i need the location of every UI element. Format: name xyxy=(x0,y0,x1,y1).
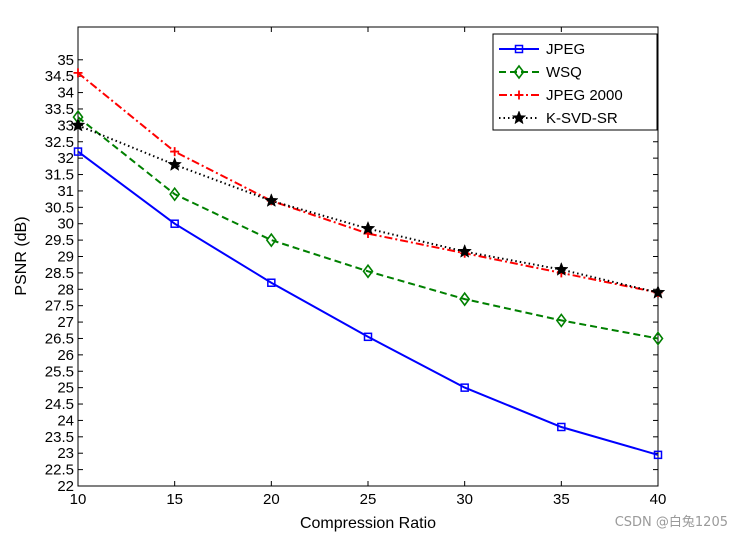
data-point-marker xyxy=(70,117,86,132)
y-tick-label: 28.5 xyxy=(45,265,74,282)
series-line-1 xyxy=(77,116,659,340)
x-tick-label: 10 xyxy=(70,491,87,508)
data-point-marker xyxy=(557,422,566,432)
legend-label: JPEG 2000 xyxy=(546,87,623,104)
y-tick-label: 27 xyxy=(57,314,74,331)
y-tick-label: 26.5 xyxy=(45,330,74,347)
x-tick-label: 30 xyxy=(456,491,473,508)
y-tick-label: 27.5 xyxy=(45,298,74,315)
watermark: CSDN @白兔1205 xyxy=(614,515,728,530)
y-tick-label: 33 xyxy=(57,117,74,134)
y-axis-label: PSNR (dB) xyxy=(13,216,30,295)
y-tick-label: 31.5 xyxy=(45,167,74,184)
y-tick-label: 29.5 xyxy=(45,232,74,249)
y-tick-label: 34.5 xyxy=(45,68,74,85)
data-point-marker xyxy=(653,450,663,460)
y-tick-label: 30.5 xyxy=(45,199,74,216)
data-point-marker xyxy=(459,291,471,307)
x-tick-label: 20 xyxy=(263,491,280,508)
data-point-marker xyxy=(169,186,181,202)
data-point-marker xyxy=(555,313,567,328)
y-tick-label: 23.5 xyxy=(45,429,74,446)
legend-marker xyxy=(514,44,524,54)
y-tick-label: 34 xyxy=(57,85,74,102)
y-tick-label: 25.5 xyxy=(45,363,74,380)
data-point-marker xyxy=(457,243,472,258)
x-tick-label: 40 xyxy=(650,491,667,508)
y-tick-label: 24.5 xyxy=(45,396,74,413)
y-tick-label: 24 xyxy=(57,412,74,429)
data-point-marker xyxy=(264,193,279,207)
y-tick-label: 29 xyxy=(57,249,74,266)
legend: JPEG WSQ JPEG 2000 K-SVD-SR xyxy=(492,33,658,131)
data-point-marker xyxy=(170,219,179,228)
legend-marker xyxy=(513,64,525,80)
series-line-0 xyxy=(77,150,659,456)
y-tick-label: 35 xyxy=(57,52,74,69)
legend-marker xyxy=(511,110,527,125)
x-tick-label: 15 xyxy=(166,491,183,508)
data-point-marker xyxy=(360,220,376,235)
data-point-marker xyxy=(170,147,180,157)
data-point-marker xyxy=(650,284,666,299)
legend-marker xyxy=(514,90,524,100)
data-point-marker xyxy=(73,68,83,78)
data-point-marker xyxy=(554,261,569,276)
series-markers xyxy=(70,68,666,460)
x-axis-label: Compression Ratio xyxy=(300,515,436,532)
y-tick-label: 25 xyxy=(57,380,74,397)
y-tick-label: 28 xyxy=(57,281,74,298)
x-axis-ticks: 10 15 20 25 30 35 40 xyxy=(70,27,667,508)
y-tick-label: 32.5 xyxy=(45,134,74,151)
data-point-marker xyxy=(265,232,277,248)
y-axis-ticks: 2222.52323.52424.52525.52626.52727.52828… xyxy=(45,52,658,495)
y-tick-label: 22 xyxy=(57,478,74,495)
legend-label: K-SVD-SR xyxy=(546,110,618,127)
y-tick-label: 22.5 xyxy=(45,462,74,479)
data-point-marker xyxy=(363,332,373,342)
y-tick-label: 30 xyxy=(57,216,74,233)
data-point-marker xyxy=(167,156,182,171)
data-point-marker xyxy=(652,331,664,346)
data-point-marker xyxy=(460,383,469,392)
x-tick-label: 25 xyxy=(360,491,377,508)
y-tick-label: 31 xyxy=(57,183,74,200)
y-tick-label: 23 xyxy=(57,445,74,462)
y-tick-label: 26 xyxy=(57,347,74,364)
legend-label: WSQ xyxy=(546,64,582,81)
data-point-marker xyxy=(362,263,374,279)
data-point-marker xyxy=(73,147,83,156)
y-tick-label: 33.5 xyxy=(45,101,74,118)
y-tick-label: 32 xyxy=(57,150,74,167)
legend-label: JPEG xyxy=(546,41,585,58)
x-tick-label: 35 xyxy=(553,491,570,508)
data-point-marker xyxy=(267,278,276,287)
